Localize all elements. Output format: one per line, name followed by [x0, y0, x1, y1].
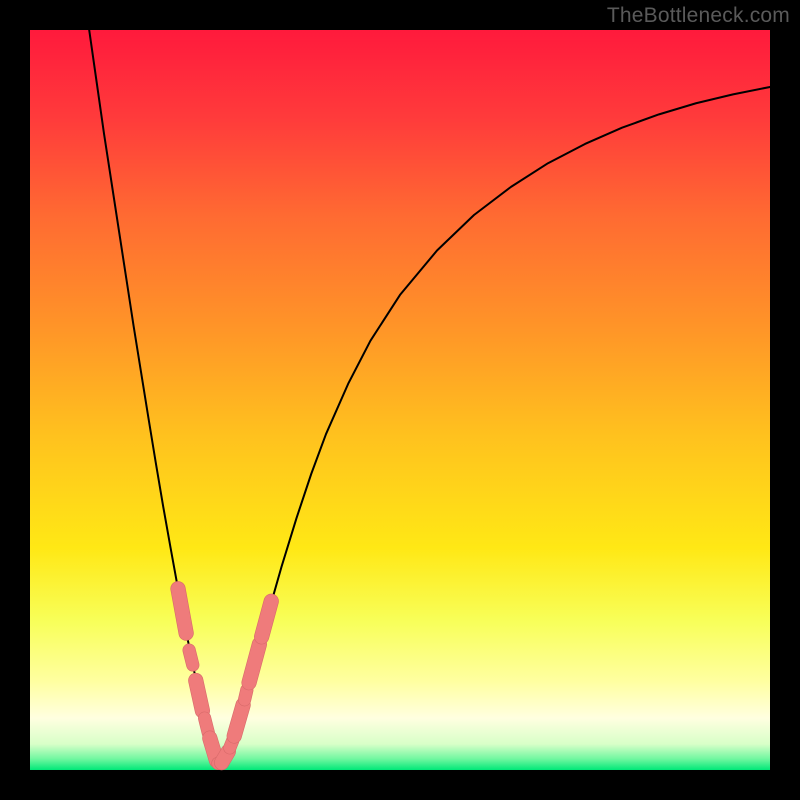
marker-segment: [262, 601, 272, 637]
chart-svg: [0, 0, 800, 800]
marker-segment: [245, 690, 247, 700]
marker-segment: [196, 680, 203, 710]
marker-segment: [205, 718, 209, 733]
marker-segment: [189, 650, 193, 665]
plot-gradient: [30, 30, 770, 770]
marker-segment: [178, 589, 186, 633]
chart-container: TheBottleneck.com: [0, 0, 800, 800]
watermark-text: TheBottleneck.com: [607, 4, 790, 28]
marker-segment: [234, 705, 243, 736]
marker-segment: [210, 738, 217, 760]
